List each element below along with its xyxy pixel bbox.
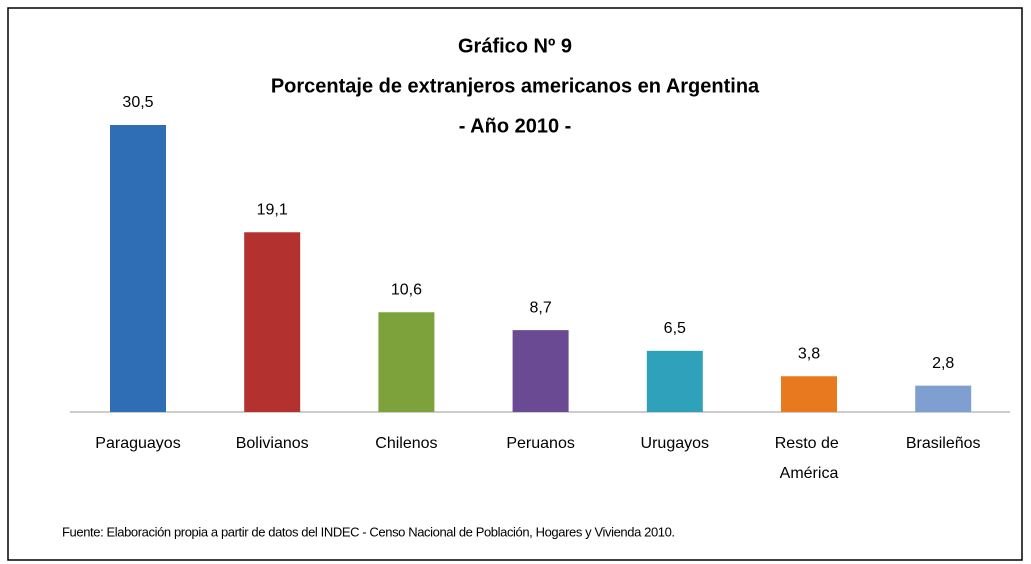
bar [110, 124, 166, 413]
x-tick-label: Urugayos [641, 435, 709, 452]
bar [915, 385, 972, 412]
x-tick-label: Brasileños [906, 435, 981, 452]
chart-title: Gráfico Nº 9 [458, 35, 572, 57]
data-label: 6,5 [664, 320, 686, 337]
x-tick-label: Resto de América [775, 435, 843, 482]
x-tick-label: Peruanos [506, 435, 575, 452]
data-label: 8,7 [529, 299, 551, 316]
x-tick-label: Chilenos [375, 435, 437, 452]
bar [646, 350, 703, 412]
chart-title: - Año 2010 - [459, 115, 572, 137]
chart-title: Porcentaje de extranjeros americanos en … [271, 75, 760, 97]
data-label: 30,5 [122, 94, 153, 111]
data-label: 3,8 [798, 345, 820, 362]
x-tick-label: Bolivianos [236, 435, 309, 452]
source-note: Fuente: Elaboración propia a partir de d… [62, 524, 675, 539]
data-label: 2,8 [932, 355, 954, 372]
chart-frame [7, 7, 1023, 561]
bar [378, 312, 435, 412]
bar [244, 232, 301, 412]
bar [512, 330, 569, 412]
data-label: 10,6 [391, 281, 422, 298]
data-label: 19,1 [257, 201, 288, 218]
bar [781, 376, 837, 412]
x-tick-label: Paraguayos [95, 435, 180, 452]
